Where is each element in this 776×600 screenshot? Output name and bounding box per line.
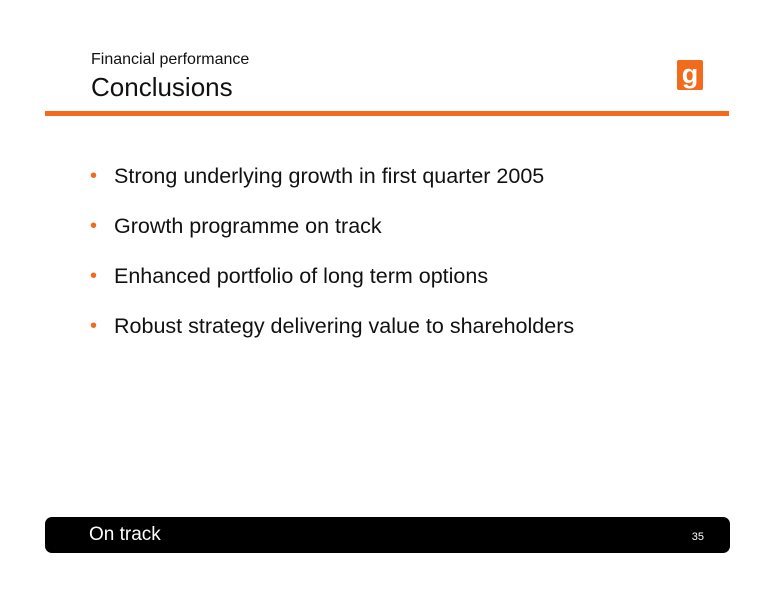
logo-background [677, 60, 703, 90]
list-item: • Robust strategy delivering value to sh… [90, 312, 574, 362]
bullet-point-icon: • [90, 315, 98, 337]
list-item-text: Growth programme on track [114, 214, 382, 238]
list-item-text: Strong underlying growth in first quarte… [114, 164, 545, 188]
list-item-text: Robust strategy delivering value to shar… [114, 314, 575, 338]
brand-g-logo-icon: g [677, 60, 703, 90]
list-item-text: Enhanced portfolio of long term options [114, 264, 489, 288]
bullet-point-icon: • [90, 165, 98, 187]
page-number: 35 [691, 531, 704, 543]
logo-letter: g [682, 60, 699, 89]
conclusions-list: • Strong underlying growth in first quar… [90, 162, 574, 362]
list-item: • Strong underlying growth in first quar… [90, 162, 574, 212]
footer-bar: On track 35 [45, 517, 730, 553]
bullet-point-icon: • [90, 265, 98, 287]
footer-tagline: On track [89, 524, 161, 545]
list-item: • Growth programme on track [90, 212, 574, 262]
slide-header: Financial performance Conclusions [91, 50, 249, 103]
bullet-point-icon: • [90, 215, 98, 237]
list-item: • Enhanced portfolio of long term option… [90, 262, 574, 312]
header-divider [45, 111, 729, 116]
section-subtitle: Financial performance [91, 51, 250, 68]
slide-title: Conclusions [91, 72, 233, 102]
